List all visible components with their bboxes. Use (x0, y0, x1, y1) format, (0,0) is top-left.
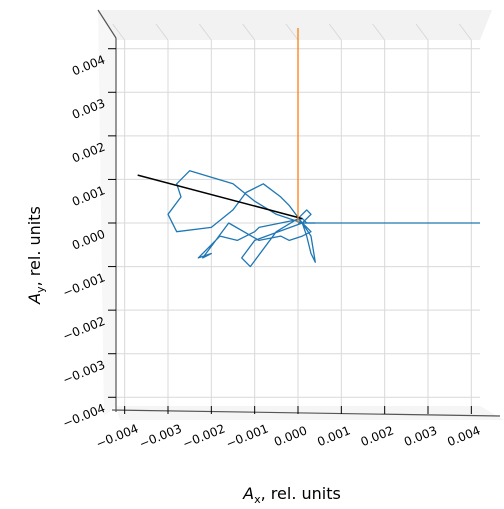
y-tick-label: −0.001 (61, 270, 107, 300)
left-pane (98, 10, 116, 416)
x-axis-title-subscript: x (254, 493, 261, 506)
x-axis-line (111, 409, 501, 417)
x-axis-title-symbol: A (242, 484, 254, 503)
x-gridline-depth (285, 23, 299, 41)
y-axis-title-subscript: y (34, 286, 47, 293)
x-tick-label: 0.002 (359, 423, 396, 449)
x-tick-label: −0.002 (181, 421, 227, 451)
plot-area (137, 28, 480, 268)
y-tick-label: −0.003 (61, 358, 107, 388)
y-tick-label: −0.004 (61, 401, 107, 431)
x-gridline-depth (415, 23, 429, 41)
x-axis-title: Ax, rel. units (242, 484, 341, 506)
x-tick-label: −0.004 (94, 421, 140, 451)
x-gridline-depth (198, 23, 212, 41)
x-tick-label: 0.003 (402, 423, 439, 449)
resultant-line (137, 174, 303, 220)
x-gridline-depth (112, 23, 126, 41)
x-tick-label: −0.003 (137, 421, 183, 451)
depth-axis-line (97, 9, 117, 39)
y-axis-title: Ay, rel. units (25, 206, 47, 305)
x-gridline-depth (242, 23, 256, 41)
back-pane (98, 10, 492, 40)
y-axis-title-unit: , rel. units (25, 206, 44, 286)
y-tick-label: −0.002 (61, 314, 107, 344)
x-tick-label: −0.001 (224, 421, 270, 451)
y-axis-title-symbol: A (25, 293, 44, 305)
x-gridline-depth (155, 23, 169, 41)
x-tick-label: 0.001 (315, 423, 352, 449)
x-gridline-depth (372, 23, 386, 41)
x-tick-label: 0.000 (272, 423, 309, 449)
x-gridline-depth (328, 23, 342, 41)
x-gridline-depth (458, 23, 472, 41)
x-tick-label: 0.004 (445, 423, 482, 449)
trajectory-line (167, 170, 316, 268)
axes-frame (97, 9, 501, 417)
x-axis-title-unit: , rel. units (261, 484, 341, 503)
